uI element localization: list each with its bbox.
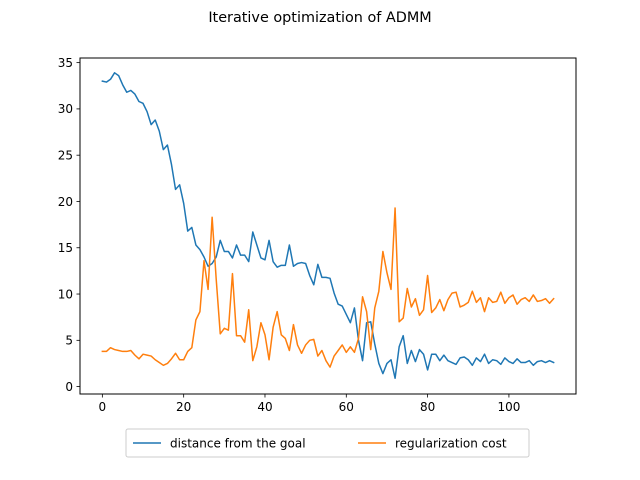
y-tick-label: 30 — [58, 102, 73, 116]
x-tick-label: 100 — [497, 400, 520, 414]
y-axis: 0 5 10 15 20 25 30 35 — [58, 56, 80, 394]
legend[interactable]: distance from the goal regularization cos… — [125, 428, 530, 458]
series-line-regularization — [101, 207, 555, 368]
legend-label: regularization cost — [395, 436, 507, 450]
y-tick-label: 5 — [65, 334, 73, 348]
y-tick-label: 15 — [58, 241, 73, 255]
legend-box — [125, 428, 530, 458]
y-tick-label: 20 — [58, 195, 73, 209]
y-tick-label: 35 — [58, 56, 73, 70]
legend-label: distance from the goal — [170, 436, 306, 450]
y-tick-label: 10 — [58, 287, 73, 301]
chart-title: Iterative optimization of ADMM — [208, 10, 431, 26]
plot-frame — [79, 57, 577, 395]
x-axis: 0 20 40 60 80 100 — [99, 394, 520, 414]
y-tick-label: 25 — [58, 148, 73, 162]
series-line-distance — [101, 72, 555, 380]
y-tick-label: 0 — [65, 380, 73, 394]
x-tick-label: 20 — [176, 400, 191, 414]
series-group — [101, 72, 555, 380]
x-tick-label: 40 — [257, 400, 272, 414]
x-tick-label: 60 — [339, 400, 354, 414]
x-tick-label: 0 — [99, 400, 107, 414]
x-tick-label: 80 — [420, 400, 435, 414]
